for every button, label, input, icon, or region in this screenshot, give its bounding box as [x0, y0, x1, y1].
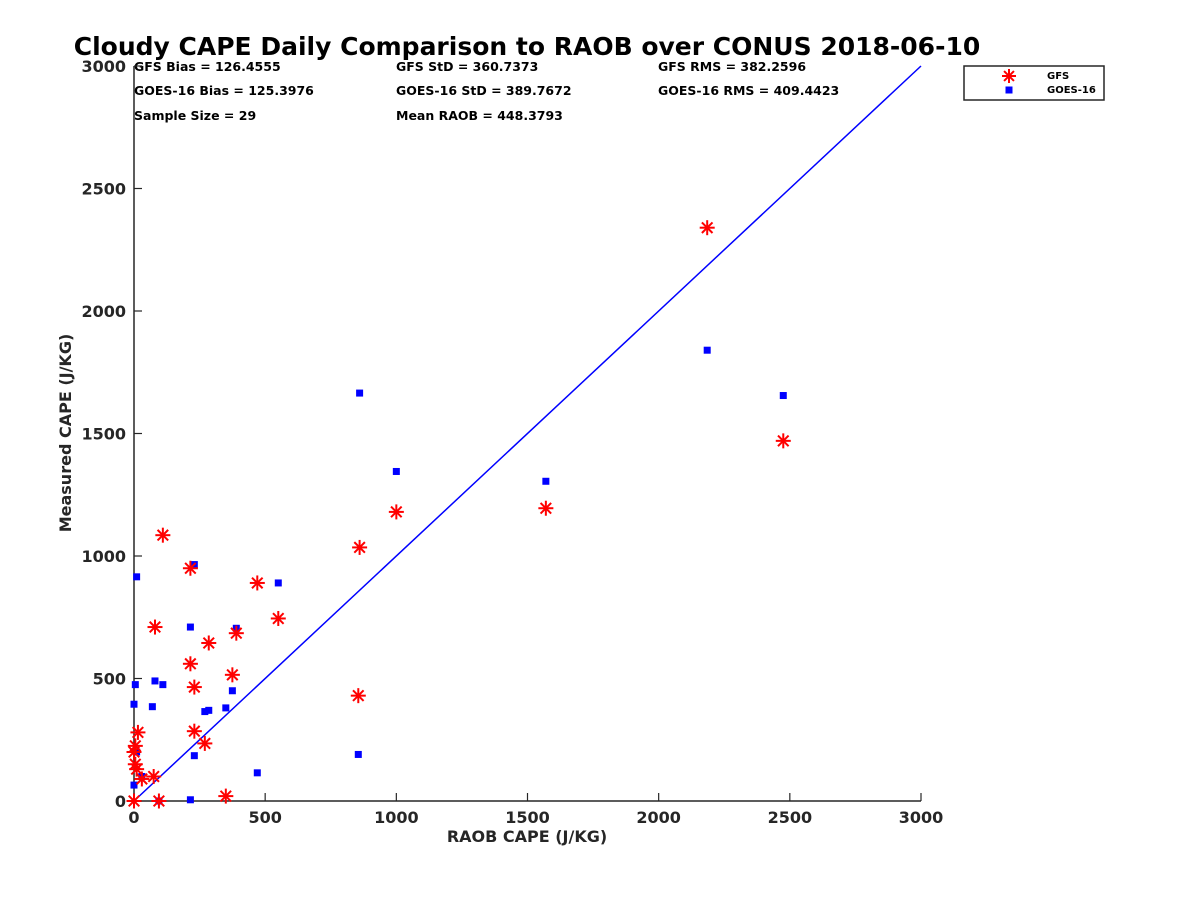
gfs-point [350, 688, 366, 704]
gfs-point [775, 433, 791, 449]
x-tick-label: 2000 [636, 808, 681, 827]
gfs-rms-stat: GFS RMS = 382.2596 [658, 59, 806, 74]
gfs-bias-stat: GFS Bias = 126.4555 [134, 59, 281, 74]
gfs-point [197, 735, 213, 751]
y-tick-label: 2500 [81, 180, 126, 199]
gfs-point [218, 788, 234, 804]
one-to-one-line [133, 65, 922, 802]
legend-goes-square-icon [1005, 86, 1013, 94]
goes16-point [151, 677, 159, 685]
y-axis-ticks: 0 500 1000 1500 2000 2500 3000 [81, 57, 142, 811]
goes16-point [274, 579, 282, 587]
legend-gfs-asterisk-icon [1002, 69, 1016, 83]
legend-gfs-asterisk [1002, 69, 1016, 83]
x-tick-label: 1000 [374, 808, 419, 827]
gfs-point [201, 635, 217, 651]
sample-size-stat: Sample Size = 29 [134, 108, 256, 123]
goes16-point [148, 703, 156, 711]
legend-gfs-label: GFS [1047, 71, 1069, 82]
gfs-point [388, 504, 404, 520]
gfs-point [352, 539, 368, 555]
gfs-point [228, 625, 244, 641]
gfs-point [147, 619, 163, 635]
goes16-point [703, 346, 711, 354]
goes16-point [130, 700, 138, 708]
legend: GFS GOES-16 [963, 65, 1105, 101]
gfs-point [146, 769, 162, 784]
gfs-point [151, 793, 167, 809]
goes16-point [130, 781, 138, 789]
gfs-point [224, 667, 240, 683]
gfs-point [186, 679, 202, 695]
gfs-point [130, 724, 146, 740]
x-tick-label: 3000 [899, 808, 944, 827]
gfs-point [249, 575, 265, 591]
goes16-series [130, 346, 787, 805]
goes16-point [542, 477, 550, 485]
goes16-point [190, 752, 198, 760]
gfs-point [186, 723, 202, 739]
x-tick-label: 2500 [768, 808, 813, 827]
gfs-point [127, 738, 143, 754]
x-axis-label: RAOB CAPE (J/KG) [447, 827, 607, 846]
goes16-point [201, 708, 209, 716]
goes16-point [186, 623, 194, 631]
gfs-point [182, 560, 198, 576]
y-tick-label: 1000 [81, 547, 126, 566]
chart-title: Cloudy CAPE Daily Comparison to RAOB ove… [74, 32, 980, 61]
y-tick-label: 500 [93, 670, 126, 689]
gfs-point [126, 793, 142, 809]
y-tick-label: 1500 [81, 425, 126, 444]
goes16-point [779, 392, 787, 400]
x-tick-label: 1500 [505, 808, 550, 827]
gfs-point [134, 771, 150, 787]
goes16-point [356, 389, 364, 397]
y-axis-label: Measured CAPE (J/KG) [56, 334, 75, 533]
gfs-point [155, 527, 171, 543]
y-tick-label: 3000 [81, 57, 126, 76]
legend-goes-label: GOES-16 [1047, 85, 1096, 96]
y-tick-label: 2000 [81, 302, 126, 321]
x-tick-label: 500 [248, 808, 281, 827]
gfs-point [182, 656, 198, 672]
stats-block: GFS Bias = 126.4555 GFS StD = 360.7373 G… [134, 59, 839, 123]
goes16-point [228, 687, 236, 695]
goes16-point [133, 573, 141, 581]
goes16-point [354, 750, 362, 758]
goes16-point [222, 704, 230, 712]
y-tick-label: 0 [115, 792, 126, 811]
goes16-point [392, 467, 400, 475]
goes16-point [253, 769, 261, 777]
goes16-point [131, 681, 139, 689]
x-axis-ticks: 0 500 1000 1500 2000 2500 3000 [128, 793, 943, 827]
gfs-point [538, 500, 554, 516]
goes-bias-stat: GOES-16 Bias = 125.3976 [134, 83, 314, 98]
goes16-point [186, 796, 194, 804]
gfs-std-stat: GFS StD = 360.7373 [396, 59, 538, 74]
goes16-point [159, 681, 167, 689]
legend-box [963, 65, 1105, 101]
x-tick-label: 0 [128, 808, 139, 827]
goes-rms-stat: GOES-16 RMS = 409.4423 [658, 83, 839, 98]
mean-raob-stat: Mean RAOB = 448.3793 [396, 108, 563, 123]
gfs-point [699, 220, 715, 236]
goes16-point [205, 706, 213, 714]
gfs-series [126, 220, 791, 809]
goes-std-stat: GOES-16 StD = 389.7672 [396, 83, 572, 98]
gfs-point [270, 610, 286, 626]
